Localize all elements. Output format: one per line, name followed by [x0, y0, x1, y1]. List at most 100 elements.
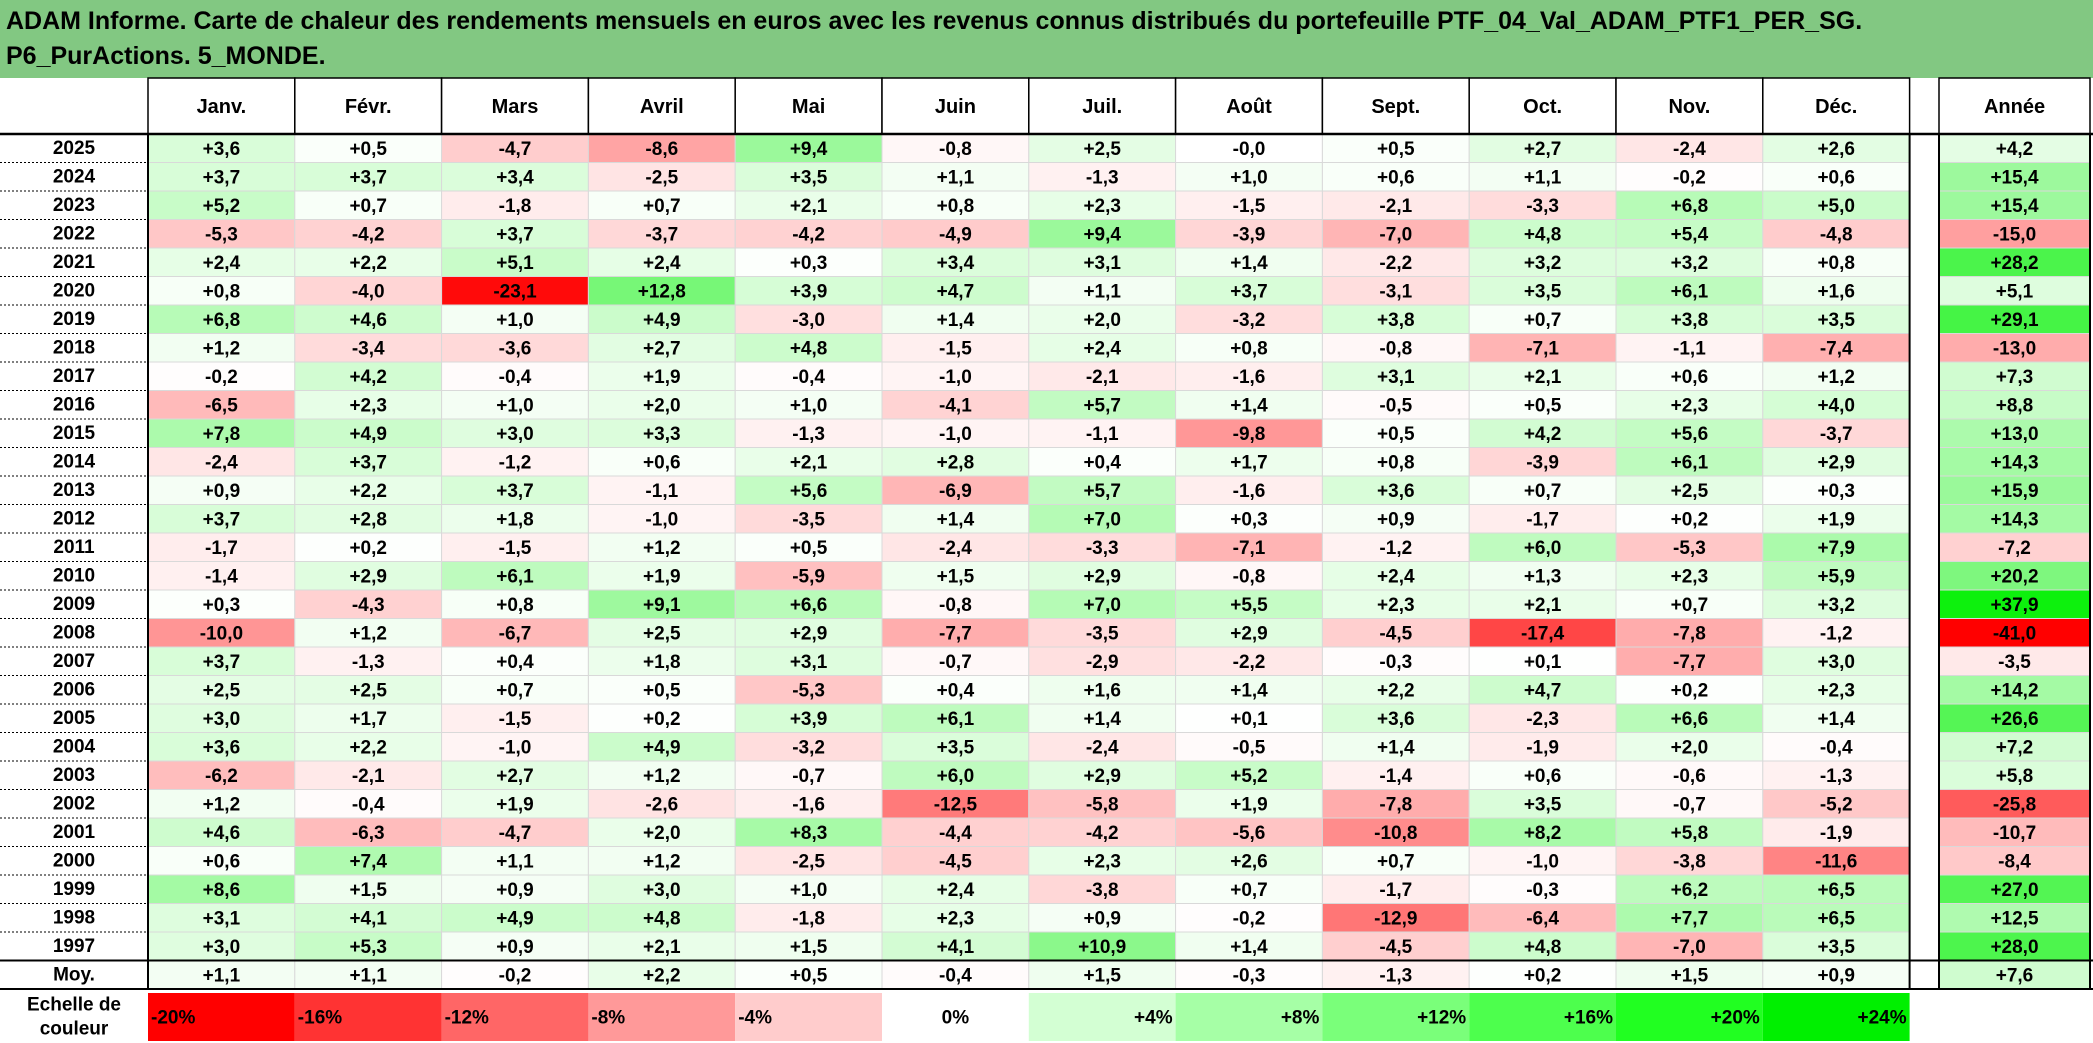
heatmap-cell — [147, 874, 296, 904]
heatmap-cell — [1321, 418, 1470, 448]
cell-value: +1,3 — [1524, 566, 1562, 587]
cell-value: -0,4 — [1820, 737, 1853, 758]
heatmap-cell — [441, 304, 589, 334]
cell-value: -5,9 — [792, 566, 825, 587]
year-label: 2009 — [53, 594, 95, 615]
annual-value: +14,2 — [1990, 680, 2038, 701]
cell-value: -0,2 — [205, 367, 238, 388]
cell-value: +4,2 — [349, 367, 387, 388]
cell-value: +3,1 — [1377, 367, 1415, 388]
cell-value: -0,3 — [1526, 880, 1559, 901]
cell-value: +3,9 — [790, 281, 828, 302]
heatmap-cell — [1762, 418, 1911, 448]
chart-title-line: P6_PurActions. 5_MONDE. — [6, 42, 326, 70]
year-label: 2024 — [53, 166, 96, 187]
heatmap-cell — [147, 219, 296, 249]
heatmap-cell — [1175, 447, 1323, 477]
heatmap-cell — [734, 618, 883, 648]
heatmap-cell — [1615, 561, 1764, 591]
heatmap-cell — [441, 418, 589, 448]
cell-value: +0,8 — [1230, 338, 1268, 359]
scale-stop-label: +8% — [1281, 1008, 1320, 1029]
year-label: 2000 — [53, 850, 95, 871]
cell-value: +2,5 — [643, 623, 681, 644]
cell-value: -1,0 — [499, 737, 532, 758]
cell-value: -0,5 — [1379, 395, 1412, 416]
heatmap-cell — [294, 390, 443, 420]
scale-stop-label: +12% — [1417, 1008, 1466, 1029]
heatmap-cell — [1468, 504, 1617, 534]
cell-value: +3,8 — [1377, 310, 1415, 331]
heatmap-cell — [1468, 618, 1617, 648]
heatmap-cell — [1468, 675, 1617, 705]
cell-value: +0,6 — [1817, 167, 1855, 188]
heatmap-cell — [294, 703, 443, 733]
heatmap-cell — [294, 276, 443, 306]
heatmap-cell — [734, 646, 883, 676]
heatmap-cell — [881, 162, 1030, 192]
year-label: 2021 — [53, 252, 96, 273]
scale-stop-label: +16% — [1564, 1008, 1613, 1029]
cell-value: +4,1 — [937, 937, 975, 958]
cell-value: -4,5 — [1379, 623, 1412, 644]
year-label: 2006 — [53, 679, 95, 700]
heatmap-cell — [1468, 190, 1617, 220]
heatmap-cell — [1615, 504, 1764, 534]
average-cell — [1175, 960, 1323, 990]
cell-value: -5,8 — [1086, 794, 1119, 815]
cell-value: +2,0 — [643, 823, 681, 844]
scale-stop-label: +4% — [1134, 1008, 1173, 1029]
cell-value: +0,5 — [643, 680, 681, 701]
annual-value: +20,2 — [1990, 566, 2038, 587]
cell-value: +2,4 — [643, 253, 681, 274]
cell-value: +1,0 — [790, 880, 828, 901]
year-label: 1998 — [53, 907, 95, 928]
heatmap-cell — [1028, 190, 1177, 220]
cell-value: +3,5 — [1524, 281, 1562, 302]
heatmap-cell — [1321, 361, 1470, 391]
cell-value: +2,5 — [1671, 481, 1709, 502]
year-label: 2017 — [53, 366, 95, 387]
month-header-cell — [881, 77, 1030, 135]
heatmap-cell — [1468, 162, 1617, 192]
heatmap-cell — [1028, 418, 1177, 448]
cell-value: -1,9 — [1526, 737, 1559, 758]
heatmap-cell — [1175, 418, 1323, 448]
cell-value: -1,2 — [1820, 623, 1853, 644]
heatmap-cell — [294, 504, 443, 534]
cell-value: -6,3 — [352, 823, 385, 844]
cell-value: +0,6 — [203, 851, 241, 872]
heatmap-cell — [734, 219, 883, 249]
heatmap-cell — [734, 447, 883, 477]
cell-value: +3,1 — [1083, 253, 1121, 274]
heatmap-cell — [1615, 475, 1764, 505]
year-label: 2016 — [53, 394, 95, 415]
heatmap-cell — [1175, 162, 1323, 192]
annual-value: +15,9 — [1990, 481, 2038, 502]
cell-value: -3,1 — [1379, 281, 1412, 302]
cell-value: +3,2 — [1524, 253, 1562, 274]
cell-value: +2,8 — [937, 452, 975, 473]
cell-value: -1,3 — [1086, 167, 1119, 188]
heatmap-cell — [1321, 589, 1470, 619]
heatmap-cell — [294, 789, 443, 819]
heatmap-cell — [587, 675, 736, 705]
cell-value: +3,0 — [203, 937, 241, 958]
heatmap-cell — [587, 333, 736, 363]
heatmap-cell — [1615, 874, 1764, 904]
average-cell — [294, 960, 443, 990]
heatmap-cell — [881, 589, 1030, 619]
cell-value: +6,1 — [1671, 281, 1709, 302]
heatmap-cell — [1762, 133, 1911, 163]
title-bar — [0, 0, 2093, 78]
cell-value: +2,9 — [349, 566, 387, 587]
month-header-cell — [1762, 77, 1911, 135]
cell-value: -4,4 — [939, 823, 972, 844]
heatmap-cell — [587, 817, 736, 847]
heatmap-cell — [1762, 874, 1911, 904]
heatmap-cell — [1615, 219, 1764, 249]
annual-value: +28,0 — [1990, 937, 2038, 958]
cell-value: +0,4 — [496, 652, 534, 673]
cell-value: +2,1 — [643, 937, 681, 958]
heatmap-cell — [734, 190, 883, 220]
